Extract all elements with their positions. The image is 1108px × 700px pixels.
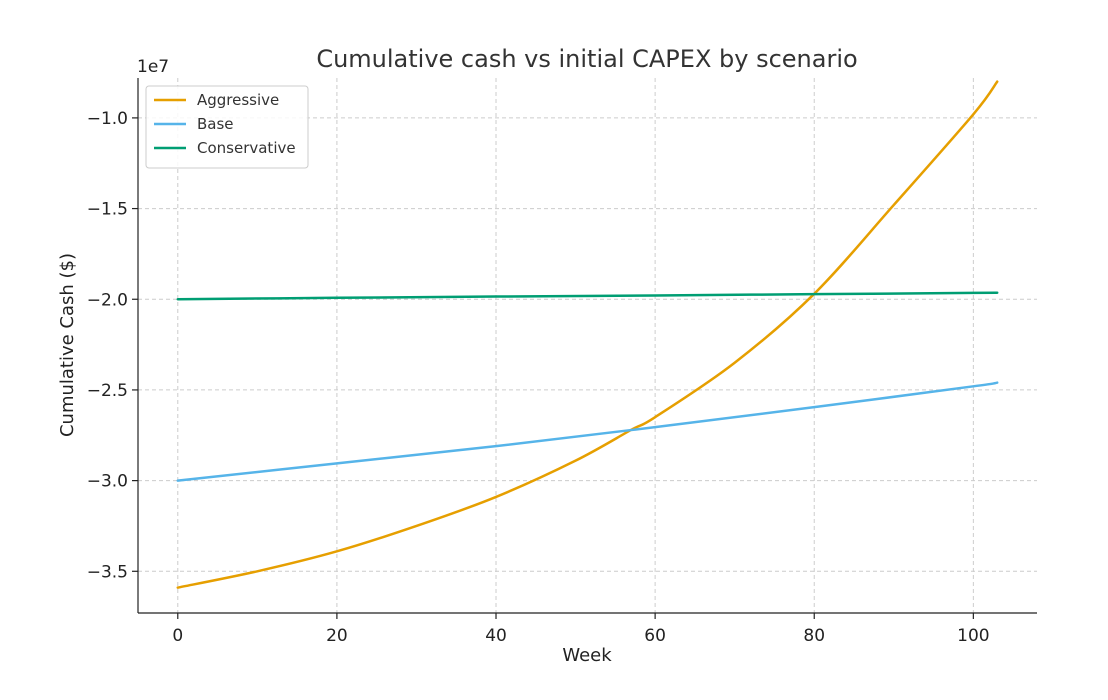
legend-box bbox=[145, 85, 309, 169]
x-axis-ticks: 0 20 40 60 80 100 bbox=[172, 613, 990, 646]
series-line-conservative bbox=[176, 291, 999, 301]
x-axis-label: Week bbox=[562, 645, 612, 666]
x-tick-label: 0 bbox=[172, 626, 183, 646]
y-tick-label: −1.5 bbox=[87, 200, 128, 220]
x-tick-label: 60 bbox=[644, 626, 666, 646]
x-tick-label: 80 bbox=[803, 626, 825, 646]
legend: Aggressive Base Conservative bbox=[145, 85, 309, 169]
y-tick-label: −3.5 bbox=[87, 562, 128, 582]
y-tick-label: −1.0 bbox=[87, 109, 128, 129]
x-tick-label: 100 bbox=[957, 626, 989, 646]
y-offset-label: 1e7 bbox=[137, 57, 169, 77]
legend-label-conservative: Conservative bbox=[197, 139, 296, 157]
y-axis-ticks: −3.5 −3.0 −2.5 −2.0 −1.5 −1.0 bbox=[87, 109, 138, 582]
x-tick-label: 40 bbox=[485, 626, 507, 646]
y-tick-label: −2.0 bbox=[87, 290, 128, 310]
y-tick-label: −2.5 bbox=[87, 381, 128, 401]
legend-label-aggressive: Aggressive bbox=[197, 91, 279, 109]
x-tick-label: 20 bbox=[326, 626, 348, 646]
y-axis-label: Cumulative Cash ($) bbox=[57, 253, 78, 437]
y-tick-label: −3.0 bbox=[87, 472, 128, 492]
series-line-base bbox=[176, 381, 999, 482]
series-lines bbox=[176, 80, 999, 589]
axes bbox=[137, 78, 1037, 614]
chart-title: Cumulative cash vs initial CAPEX by scen… bbox=[316, 45, 857, 73]
legend-label-base: Base bbox=[197, 115, 234, 133]
